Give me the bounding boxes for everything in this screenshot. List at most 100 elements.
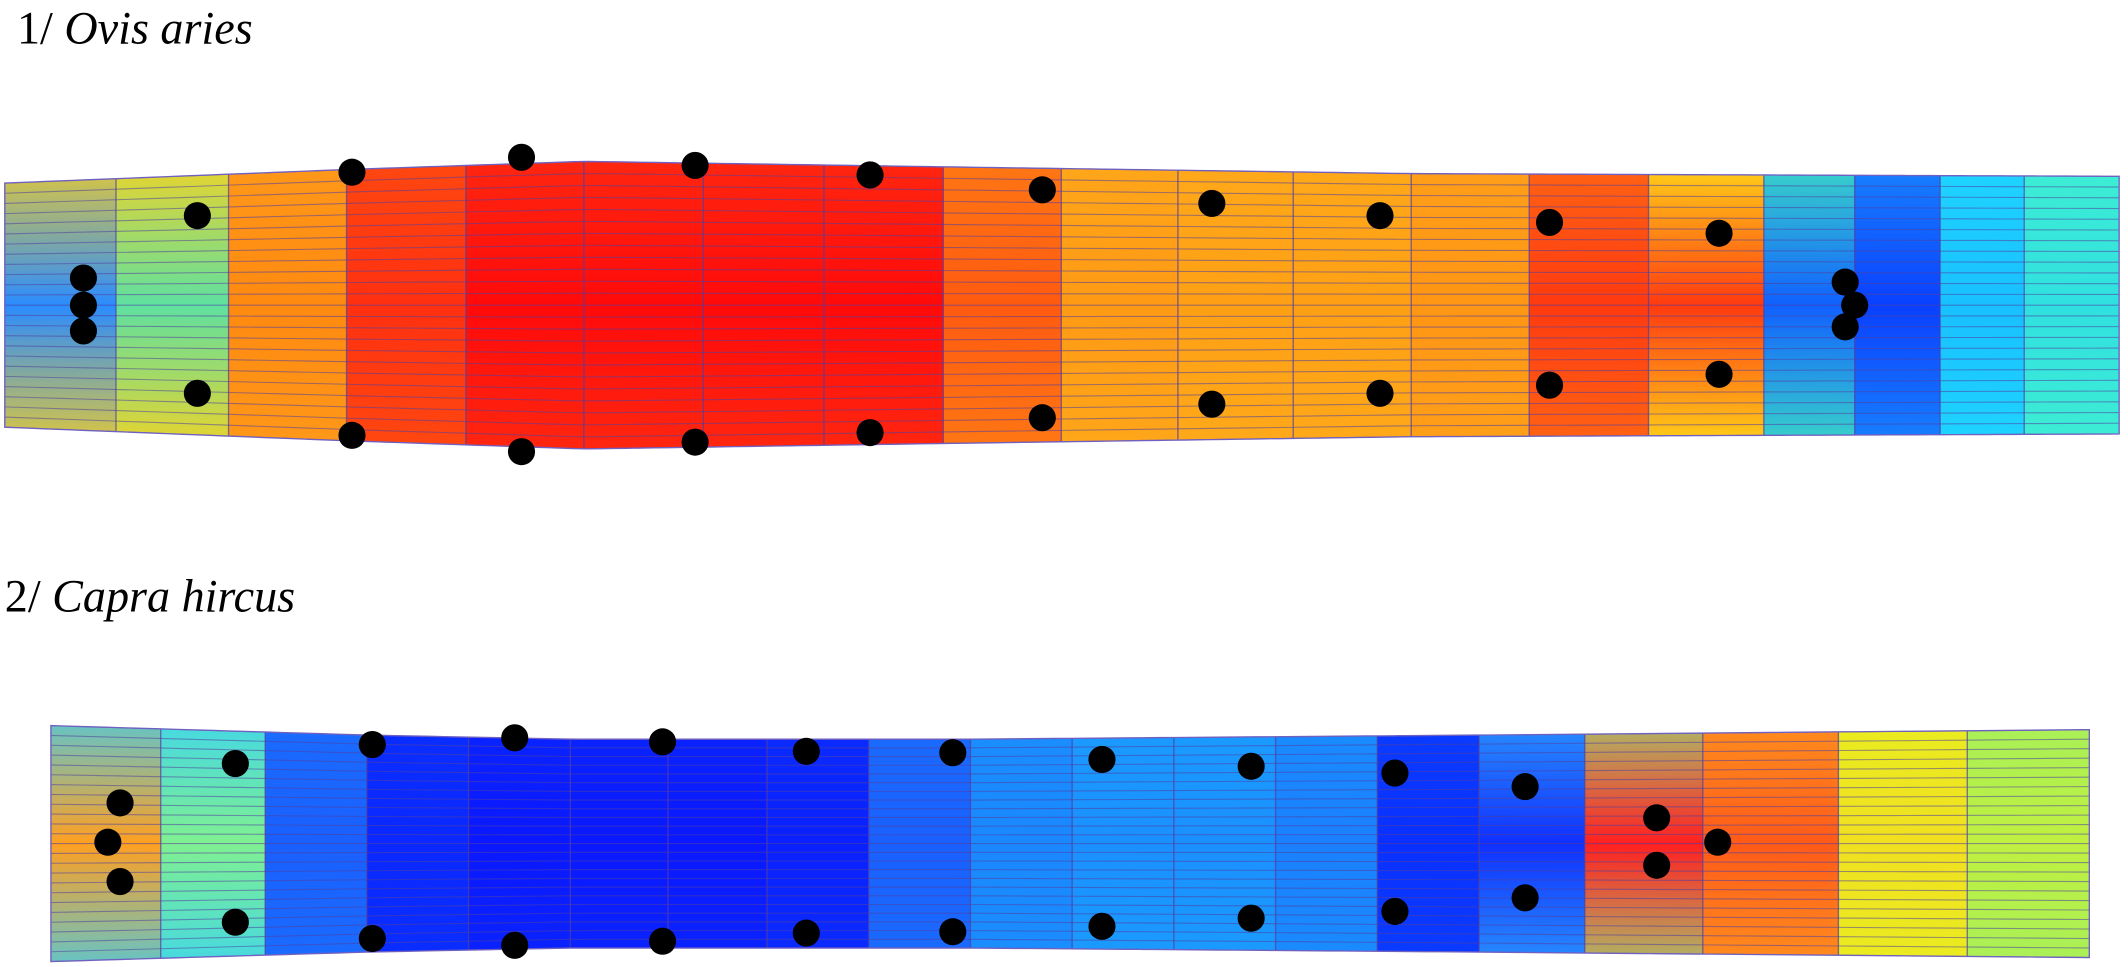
landmark — [792, 737, 820, 765]
grid-line — [50, 921, 2090, 933]
landmark — [501, 931, 529, 959]
grid-line — [4, 280, 2120, 286]
grid-line — [50, 886, 2090, 894]
landmark — [1705, 360, 1733, 388]
landmark — [501, 724, 529, 752]
grid-line — [50, 744, 2090, 758]
grid-line — [50, 833, 2090, 836]
grid-line — [50, 813, 2090, 819]
grid-line — [4, 365, 2120, 378]
landmark — [1705, 219, 1733, 247]
species-name: Capra hircus — [52, 571, 295, 622]
grid-cell — [667, 725, 768, 962]
panel-label: 2/ Capra hircus — [5, 571, 295, 622]
landmark — [1237, 752, 1265, 780]
landmark — [1704, 828, 1732, 856]
landmark — [69, 291, 97, 319]
landmark — [1088, 912, 1116, 940]
grid-cell — [766, 725, 870, 962]
grid-line — [50, 793, 2090, 801]
grid-line — [50, 764, 2090, 775]
landmark — [681, 151, 709, 180]
landmark — [1237, 904, 1265, 932]
panel-number: 2/ — [5, 571, 41, 622]
grid-cell — [160, 725, 266, 962]
landmark — [338, 158, 366, 186]
landmark — [183, 379, 211, 407]
landmark — [1841, 291, 1869, 319]
landmark — [1381, 897, 1409, 925]
landmark — [183, 202, 211, 230]
grid-outline — [50, 724, 2090, 963]
grid-line — [4, 232, 2120, 245]
grid-line — [4, 406, 2120, 426]
grid-line — [4, 185, 2120, 204]
grid-line — [4, 244, 2120, 255]
grid-line — [4, 268, 2120, 276]
landmark — [106, 867, 134, 896]
landmark — [856, 161, 884, 189]
landmark — [507, 438, 536, 466]
grid-line — [4, 196, 2120, 215]
grid-line — [4, 292, 2120, 296]
grid-line — [50, 903, 2090, 913]
grid-line — [4, 208, 2120, 225]
landmark — [1535, 208, 1564, 236]
grid-cell — [570, 725, 669, 962]
landmark — [648, 728, 677, 756]
grid-line — [50, 774, 2090, 784]
landmark — [856, 419, 884, 447]
grid-line — [50, 860, 2090, 864]
landmark — [1535, 371, 1564, 399]
landmark — [106, 789, 134, 817]
landmark — [1643, 851, 1671, 879]
landmark — [1831, 268, 1859, 296]
grid-cell — [1702, 725, 1840, 962]
landmark — [1511, 884, 1539, 912]
grid-line — [50, 869, 2090, 874]
grid-shape — [50, 725, 2090, 962]
grid-cell — [1967, 725, 2090, 962]
landmark — [221, 908, 249, 936]
grid-line — [50, 930, 2090, 943]
grid-line — [4, 396, 2120, 414]
landmark — [1511, 773, 1539, 801]
landmark — [1366, 379, 1394, 407]
landmark — [939, 918, 967, 946]
grid-line — [50, 851, 2090, 854]
grid-cell — [1584, 725, 1704, 962]
landmark — [792, 919, 820, 947]
species-name: Ovis aries — [64, 2, 252, 53]
landmark — [1366, 202, 1394, 230]
landmark — [1643, 804, 1671, 832]
grid-cell — [265, 725, 368, 962]
grid-line — [50, 895, 2090, 904]
landmark — [1088, 745, 1116, 774]
grid-line — [4, 385, 2120, 402]
grid-line — [50, 823, 2090, 827]
landmark — [1381, 759, 1409, 787]
grid-cell — [1072, 725, 1175, 962]
landmark — [69, 264, 97, 292]
grid-line — [4, 220, 2120, 235]
landmark — [1831, 313, 1859, 341]
grid-line — [50, 784, 2090, 792]
grid-line — [50, 938, 2090, 953]
grid-line — [4, 375, 2120, 390]
panel-number: 1/ — [17, 2, 53, 53]
grid-line — [50, 754, 2090, 766]
grid-line — [50, 877, 2090, 884]
landmark — [648, 927, 677, 955]
grid-line — [4, 345, 2120, 354]
landmark — [1198, 189, 1226, 217]
landmark — [1198, 390, 1226, 418]
grid-line — [4, 355, 2120, 366]
grid-line — [50, 803, 2090, 810]
grid-cell — [1479, 725, 1586, 962]
grid-cell — [1838, 725, 1968, 962]
landmark — [94, 828, 122, 856]
grid-line — [50, 912, 2090, 923]
landmark — [221, 750, 249, 778]
landmark — [69, 317, 97, 345]
